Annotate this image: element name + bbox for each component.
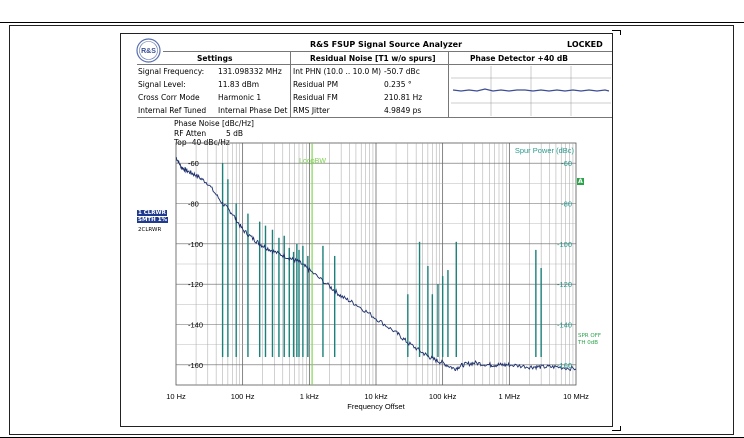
figure-frame [9,25,734,435]
residual-value: 4.9849 ps [384,106,422,115]
divider [137,64,612,65]
settings-value: Internal Phase Det [218,106,288,115]
spr-note-line1: SPR OFF [578,333,602,339]
trace1-smooth-label[interactable]: SMTH 1% [137,217,169,223]
top-rule [0,22,744,23]
crop-mark [620,30,621,35]
crop-mark [612,30,620,31]
settings-label: Signal Frequency: [138,67,205,76]
phase-detector-display [451,66,611,116]
settings-value: 11.83 dBm [218,80,260,89]
residual-value: 210.81 Hz [384,93,423,102]
crop-mark [620,426,621,431]
lock-status: LOCKED [567,40,603,49]
settings-value: 131.098332 MHz [218,67,282,76]
residual-heading: Residual Noise [T1 w/o spurs] [310,54,436,63]
settings-label: Internal Ref Tuned [138,106,207,115]
settings-value: Harmonic 1 [218,93,262,102]
residual-label: RMS Jitter [293,106,330,115]
residual-label: Residual PM [293,80,339,89]
settings-heading: Settings [197,54,233,63]
plot-info-line1: Phase Noise [dBc/Hz] [174,119,254,128]
phase-detector-heading: Phase Detector +40 dB [470,54,568,63]
plot-info-line3: Top -40 dBc/Hz [174,138,230,147]
spr-note-line2: TH 0dB [578,340,599,346]
divider [137,117,612,118]
residual-label: Residual FM [293,93,338,102]
trace2-label[interactable]: 2CLRWR [138,227,162,233]
phase-detector-trace [452,88,610,92]
residual-label: Int PHN (10.0 .. 10.0 M) [293,67,382,76]
crop-mark [612,430,620,431]
settings-label: Signal Level: [138,80,186,89]
a-marker[interactable]: A [577,178,584,185]
residual-value: -50.7 dBc [384,67,420,76]
divider [448,52,449,117]
residual-value: 0.235 ° [384,80,412,89]
rs-logo: R&S [136,38,161,63]
plot-info-atten-value: 5 dB [226,129,244,138]
divider [163,51,612,52]
settings-label: Cross Corr Mode [138,93,200,102]
plot-info-atten-label: RF Atten [174,129,207,138]
app-title: R&S FSUP Signal Source Analyzer [310,40,463,49]
logo-text: R&S [141,48,156,55]
trace1-label[interactable]: 1 CLRWR [137,210,167,216]
divider [290,52,291,117]
